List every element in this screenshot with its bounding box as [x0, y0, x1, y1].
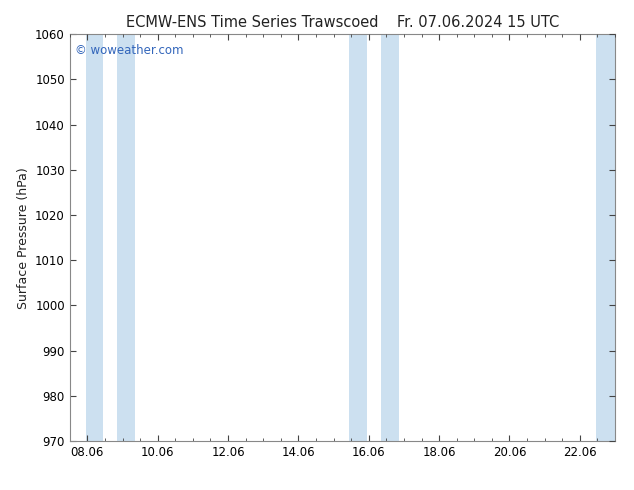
Bar — [86, 34, 103, 441]
Bar — [595, 34, 617, 441]
Bar — [349, 34, 367, 441]
Y-axis label: Surface Pressure (hPa): Surface Pressure (hPa) — [16, 167, 30, 309]
Text: © woweather.com: © woweather.com — [75, 45, 184, 57]
Bar — [381, 34, 399, 441]
Title: ECMW-ENS Time Series Trawscoed    Fr. 07.06.2024 15 UTC: ECMW-ENS Time Series Trawscoed Fr. 07.06… — [126, 15, 559, 30]
Bar — [117, 34, 135, 441]
